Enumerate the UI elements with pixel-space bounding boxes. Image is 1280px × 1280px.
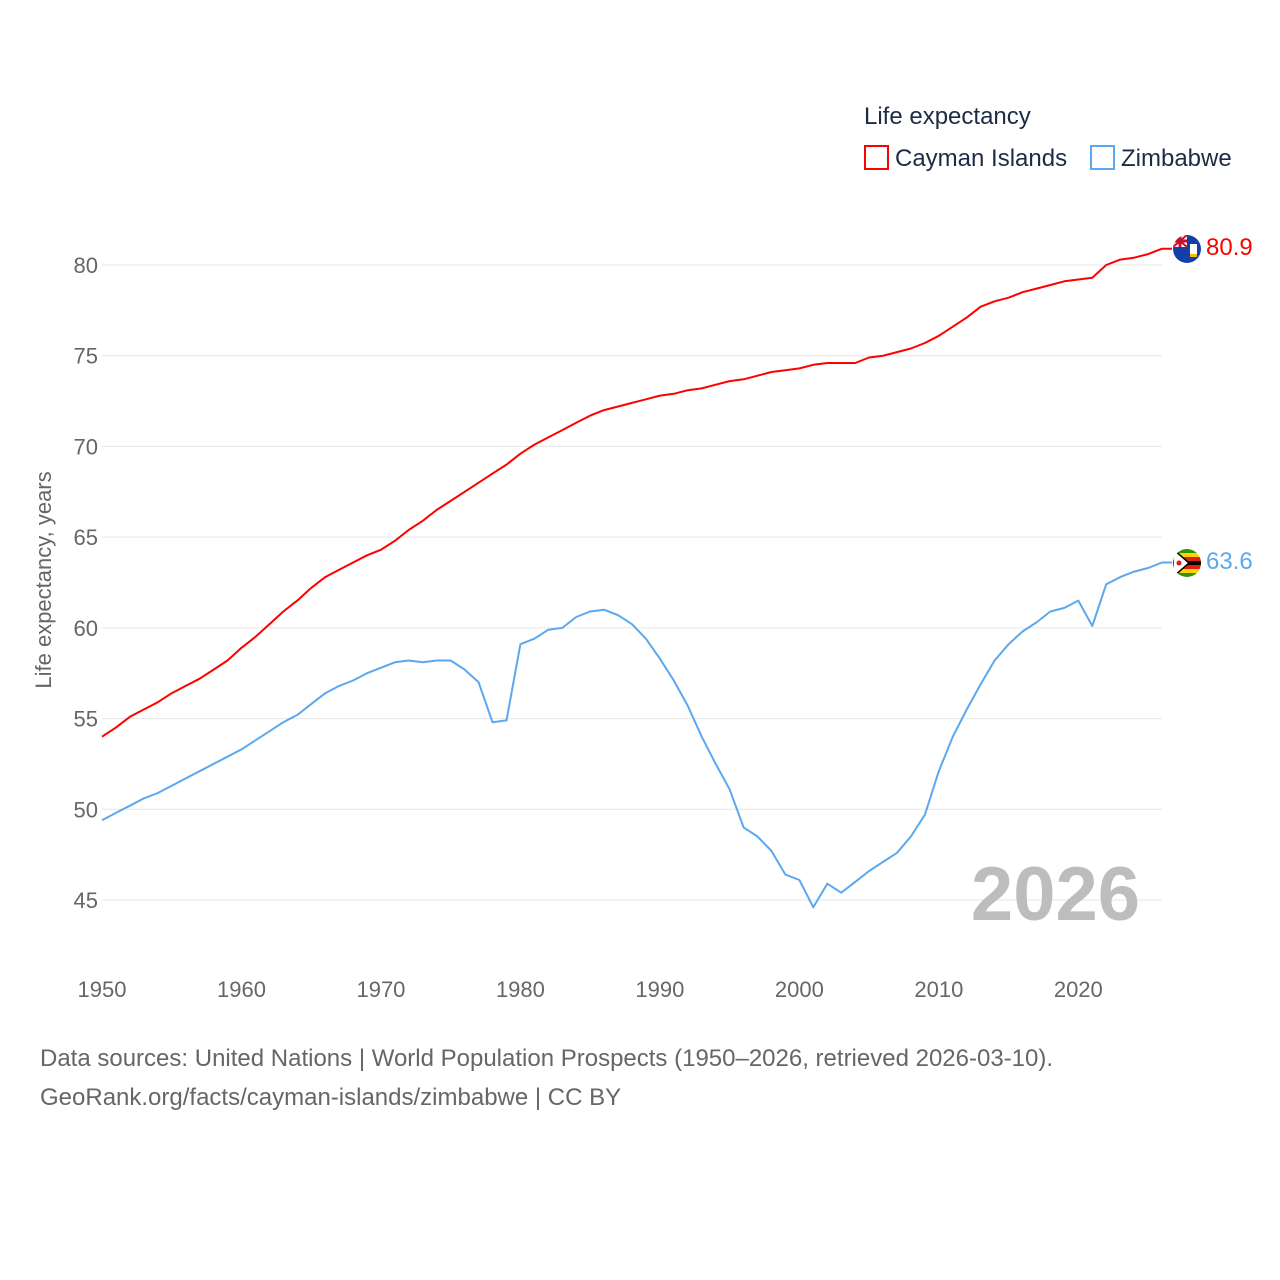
legend-swatch-zimbabwe[interactable] (1090, 145, 1115, 170)
y-axis-ticks: 45 50 55 60 65 70 75 80 (74, 253, 98, 913)
series-line-zimbabwe[interactable] (101, 561, 1172, 909)
y-tick-label: 55 (74, 707, 98, 732)
x-tick-label: 2020 (1054, 977, 1103, 1002)
x-tick-label: 1970 (356, 977, 405, 1002)
x-tick-label: 2000 (775, 977, 824, 1002)
end-label-cayman-islands: 80.9 (1206, 234, 1253, 261)
legend-swatch-cayman-islands[interactable] (864, 145, 889, 170)
data-sources-note: Data sources: United Nations | World Pop… (40, 1045, 1054, 1072)
x-tick-label: 1990 (635, 977, 684, 1002)
y-tick-label: 80 (74, 253, 98, 278)
legend: Life expectancy Cayman Islands Zimbabwe (864, 103, 1232, 172)
x-tick-label: 1960 (217, 977, 266, 1002)
series-lines (101, 247, 1172, 909)
legend-title: Life expectancy (864, 103, 1031, 130)
x-tick-label: 2010 (914, 977, 963, 1002)
y-axis-label: Life expectancy, years (31, 471, 56, 688)
x-tick-label: 1950 (78, 977, 127, 1002)
end-label-zimbabwe: 63.6 (1206, 548, 1253, 575)
legend-label-cayman-islands[interactable]: Cayman Islands (895, 145, 1067, 172)
year-overlay: 2026 (971, 852, 1140, 937)
credit-link[interactable]: GeoRank.org/facts/cayman-islands/zimbabw… (40, 1084, 622, 1111)
grid-lines (102, 264, 1162, 901)
y-tick-label: 65 (74, 525, 98, 550)
y-tick-label: 70 (74, 434, 98, 459)
cayman-islands-flag-icon (1173, 235, 1201, 263)
legend-label-zimbabwe[interactable]: Zimbabwe (1121, 145, 1232, 172)
x-axis-ticks: 1950 1960 1970 1980 1990 2000 2010 2020 (78, 977, 1103, 1002)
zimbabwe-flag-icon (1173, 549, 1201, 577)
series-line-cayman-islands[interactable] (101, 247, 1172, 738)
y-tick-label: 60 (74, 616, 98, 641)
y-tick-label: 45 (74, 888, 98, 913)
y-tick-label: 50 (74, 797, 98, 822)
y-tick-label: 75 (74, 344, 98, 369)
x-tick-label: 1980 (496, 977, 545, 1002)
